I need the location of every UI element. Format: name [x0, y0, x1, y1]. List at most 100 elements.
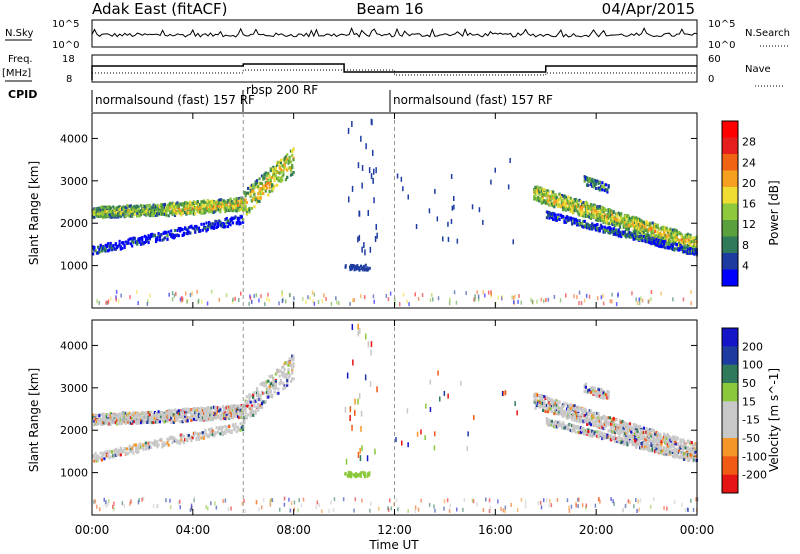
echo-cell: [608, 221, 611, 225]
echo-cell: [543, 299, 545, 304]
echo-cell: [634, 236, 637, 240]
echo-cell: [358, 234, 361, 241]
echo-cell: [238, 428, 241, 432]
echo-cell: [573, 417, 576, 421]
echo-cell: [539, 397, 542, 401]
echo-cell: [641, 220, 644, 224]
echo-cell: [651, 229, 654, 233]
echo-cell: [545, 189, 548, 193]
echo-cell: [605, 216, 608, 220]
echo-cell: [393, 297, 396, 302]
echo-cell: [194, 212, 197, 216]
echo-cell: [640, 219, 643, 223]
echo-cell: [153, 204, 156, 208]
echo-cell: [550, 402, 553, 406]
echo-cell: [645, 233, 648, 237]
echo-cell: [136, 419, 139, 423]
echo-cell: [214, 209, 217, 213]
echo-cell: [628, 435, 632, 438]
echo-cell: [257, 199, 260, 203]
echo-cell: [631, 222, 634, 226]
echo-cell: [132, 444, 135, 448]
echo-cell: [611, 418, 614, 422]
echo-cell: [598, 186, 601, 190]
echo-cell: [665, 241, 668, 245]
echo-cell: [623, 218, 627, 222]
echo-cell: [172, 205, 175, 209]
echo-cell: [353, 298, 355, 302]
echo-cell: [265, 173, 269, 177]
echo-cell: [659, 231, 662, 235]
echo-cell: [630, 430, 633, 434]
echo-cell: [206, 414, 209, 418]
echo-cell: [146, 237, 149, 241]
echo-cell: [196, 206, 199, 209]
echo-cell: [137, 444, 140, 448]
echo-cell: [661, 438, 664, 442]
echo-cell: [136, 421, 139, 425]
echo-cell: [655, 435, 658, 439]
echo-cell: [211, 418, 214, 422]
echo-cell: [617, 232, 620, 236]
echo-cell: [606, 190, 609, 194]
echo-cell: [239, 201, 242, 205]
echo-cell: [201, 200, 204, 203]
echo-cell: [641, 231, 644, 235]
echo-cell: [269, 182, 272, 185]
echo-cell: [167, 206, 170, 209]
echo-cell: [567, 205, 570, 209]
echo-cell: [172, 421, 175, 424]
echo-cell: [598, 226, 601, 230]
echo-cell: [179, 420, 182, 423]
echo-cell: [396, 173, 399, 179]
echo-cell: [644, 236, 647, 240]
echo-cell: [545, 407, 548, 411]
echo-cell: [205, 415, 208, 419]
echo-cell: [641, 434, 644, 438]
echo-cell: [102, 412, 105, 416]
echo-cell: [240, 197, 243, 201]
echo-cell: [555, 409, 558, 413]
echo-cell: [573, 218, 576, 222]
echo-cell: [649, 439, 652, 442]
echo-cell: [534, 193, 537, 197]
echo-cell: [252, 413, 255, 417]
echo-cell: [113, 454, 116, 458]
echo-cell: [228, 222, 231, 226]
echo-cell: [122, 416, 125, 420]
echo-cell: [539, 186, 542, 190]
echo-cell: [669, 440, 672, 444]
echo-cell: [213, 210, 216, 214]
echo-cell: [263, 187, 266, 191]
echo-cell: [365, 143, 367, 150]
echo-cell: [559, 406, 562, 410]
echo-cell: [213, 416, 216, 419]
echo-cell: [262, 391, 265, 395]
echo-cell: [613, 219, 616, 223]
echo-cell: [367, 210, 369, 216]
echo-cell: [133, 212, 136, 216]
echo-cell: [535, 399, 538, 403]
echo-cell: [606, 226, 609, 230]
echo-cell: [597, 425, 600, 429]
echo-cell: [616, 430, 619, 434]
echo-cell: [243, 421, 246, 425]
echo-cell: [635, 437, 638, 441]
echo-cell: [644, 229, 647, 233]
echo-cell: [185, 418, 188, 422]
echo-cell: [591, 206, 594, 210]
echo-cell: [407, 194, 409, 200]
echo-cell: [161, 445, 164, 449]
echo-cell: [542, 197, 545, 201]
echo-cell: [596, 218, 599, 222]
echo-cell: [591, 412, 594, 416]
echo-cell: [571, 220, 574, 224]
echo-cell: [110, 248, 114, 252]
echo-cell: [92, 211, 95, 215]
echo-cell: [196, 209, 199, 213]
echo-cell: [675, 238, 678, 242]
echo-cell: [204, 431, 207, 435]
echo-cell: [107, 205, 110, 209]
echo-cell: [95, 414, 98, 418]
cpid-label: CPID: [8, 88, 37, 101]
